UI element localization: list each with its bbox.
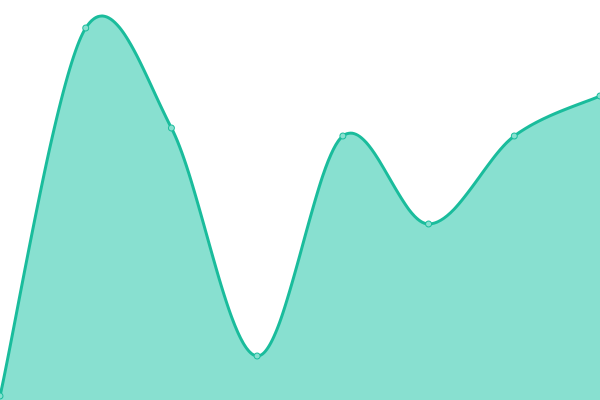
data-point xyxy=(425,220,433,228)
data-point xyxy=(510,132,518,140)
data-point xyxy=(0,392,4,400)
data-points xyxy=(0,24,600,400)
data-point xyxy=(253,352,261,360)
area-fill xyxy=(0,15,600,400)
data-point xyxy=(82,24,90,32)
data-point xyxy=(339,132,347,140)
data-point xyxy=(596,92,600,100)
data-point xyxy=(167,124,175,132)
